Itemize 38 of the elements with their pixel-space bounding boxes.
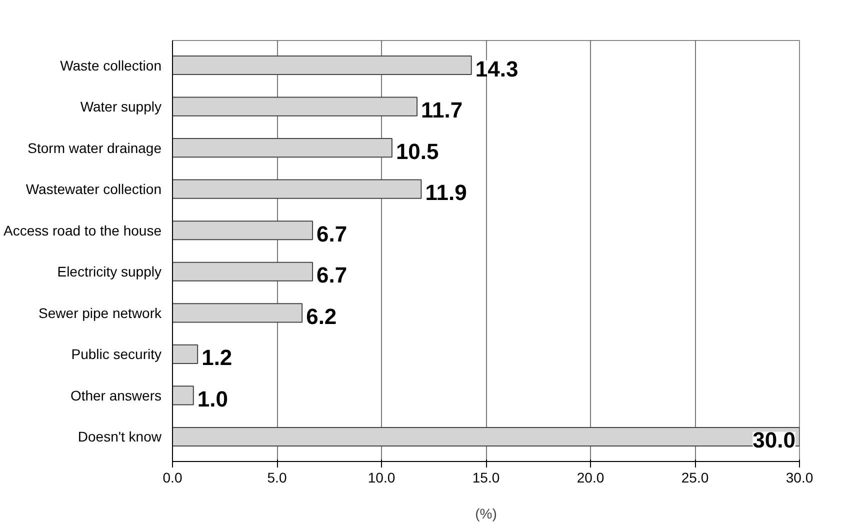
y-tick-label: Public security xyxy=(71,346,162,362)
y-tick-label: Electricity supply xyxy=(57,264,162,280)
x-tick-label: 25.0 xyxy=(681,470,709,486)
bar xyxy=(172,220,314,240)
bar xyxy=(172,55,472,76)
x-tick-label: 20.0 xyxy=(576,470,604,486)
bar xyxy=(172,96,418,116)
y-tick-label: Sewer pipe network xyxy=(38,304,162,321)
y-tick-label: Water supply xyxy=(80,98,162,115)
bar xyxy=(172,138,392,158)
data-label: 11.9 xyxy=(425,180,467,206)
bar xyxy=(172,179,422,199)
data-label: 1.0 xyxy=(197,386,228,412)
data-label: 6.2 xyxy=(306,304,337,329)
data-label: 6.7 xyxy=(316,221,348,246)
x-tick-label: 15.0 xyxy=(472,470,500,486)
x-tick-label: 30.0 xyxy=(786,470,814,486)
data-label: 30.0 xyxy=(752,428,796,453)
bar xyxy=(172,303,303,323)
bar xyxy=(172,262,314,282)
data-label: 14.3 xyxy=(475,56,518,82)
data-label: 1.2 xyxy=(202,345,232,370)
bar xyxy=(172,386,194,406)
data-label: 10.5 xyxy=(396,138,439,164)
y-tick-label: Doesn't know xyxy=(78,428,162,445)
bar xyxy=(172,344,198,364)
y-tick-label: Other answers xyxy=(70,387,162,404)
x-tick-label: 5.0 xyxy=(267,470,287,486)
data-label: 11.7 xyxy=(421,98,463,123)
y-tick-label: Storm water drainage xyxy=(28,140,162,156)
bar xyxy=(172,426,800,447)
x-tick-label: 0.0 xyxy=(162,470,182,486)
y-tick-label: Wastewater collection xyxy=(26,181,162,198)
data-label: 6.7 xyxy=(316,262,348,288)
y-tick-label: Waste collection xyxy=(60,57,162,74)
x-tick-label: 10.0 xyxy=(368,470,396,486)
y-tick-label: Access road to the house xyxy=(4,222,162,238)
x-axis-title: (%) xyxy=(475,506,497,522)
